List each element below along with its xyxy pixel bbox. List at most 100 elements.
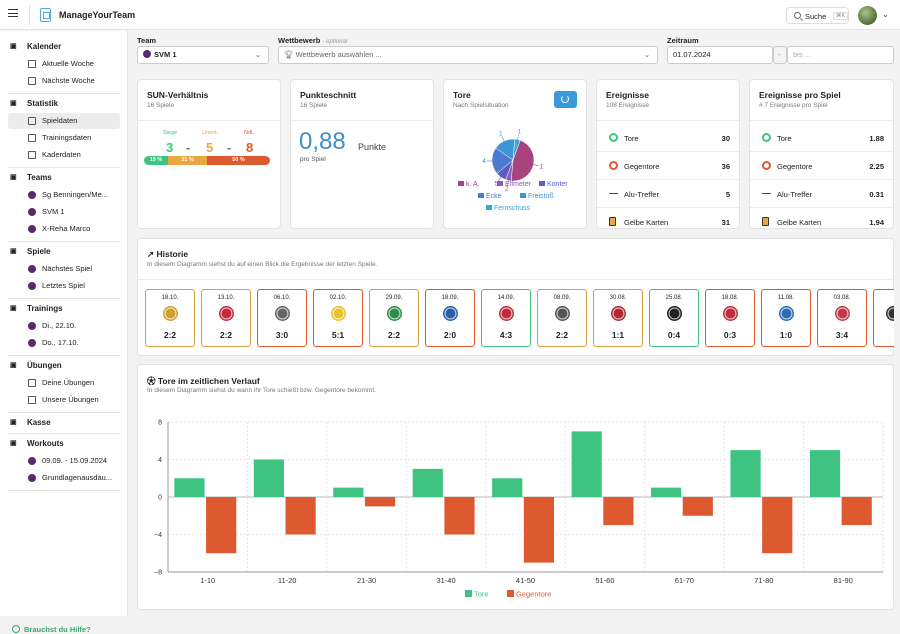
- period-from-input[interactable]: 01.07.2024: [667, 46, 773, 64]
- chevron-down-icon[interactable]: ⌄: [882, 10, 889, 19]
- sidebar-section-title: Übungen: [27, 361, 62, 370]
- sidebar-item[interactable]: Letztes Spiel: [8, 278, 120, 294]
- legend-label: Freistoß: [528, 193, 554, 200]
- sidebar-item[interactable]: Unsere Übungen: [8, 392, 120, 408]
- menu-icon[interactable]: [8, 9, 18, 17]
- sidebar-section-6: ▣Kasse: [0, 416, 128, 430]
- sidebar-item[interactable]: Sg Benningen/Me...: [8, 187, 120, 203]
- sidebar-item[interactable]: Di., 22.10.: [8, 318, 120, 334]
- events-per-title: Ereignisse pro Spiel: [759, 90, 841, 100]
- draws-label: Unent.: [202, 130, 218, 136]
- match-card[interactable]: 30.08.1:1: [593, 289, 643, 347]
- event-value: 0.31: [869, 190, 884, 199]
- help-label: Brauchst du Hilfe?: [24, 625, 91, 634]
- sidebar-section-title: Kasse: [27, 418, 51, 427]
- app-title: ManageYourTeam: [59, 10, 135, 20]
- sidebar-section-4: ▣Trainings Di., 22.10.Do., 17.10.: [0, 302, 128, 352]
- goalpost-icon: [609, 193, 618, 194]
- team-crest-icon: [28, 208, 36, 216]
- sidebar-item[interactable]: Grundlagenausdau...: [8, 470, 120, 486]
- match-date: 11.08.: [762, 295, 810, 301]
- match-card[interactable]: 25.08.0:4: [649, 289, 699, 347]
- match-card[interactable]: 29.09.2:2: [369, 289, 419, 347]
- match-card[interactable]: 18.10. 2:2: [145, 289, 195, 347]
- sidebar-section-header[interactable]: ▣Statistik: [0, 97, 128, 111]
- bar-gegentore: [206, 497, 236, 553]
- sidebar-section-header[interactable]: ▣Workouts: [0, 437, 128, 451]
- divider: [8, 490, 120, 491]
- search-label: Suche: [805, 12, 826, 21]
- sidebar-section-header[interactable]: ▣ Teams: [0, 171, 128, 185]
- whistle-icon: ▣: [10, 305, 19, 313]
- competition-optional: - optional: [322, 39, 347, 45]
- bar-tore: [333, 488, 363, 497]
- match-date: 06.10.: [258, 295, 306, 301]
- sidebar-item[interactable]: Do., 17.10.: [8, 335, 120, 351]
- bar-tore: [651, 488, 681, 497]
- yellow-card-icon: [762, 217, 769, 226]
- legend-label[interactable]: Tore: [474, 590, 489, 599]
- sidebar-item[interactable]: Spieldaten: [8, 113, 120, 129]
- bar-tore: [810, 450, 840, 497]
- search-button[interactable]: Suche ⌘K: [786, 7, 849, 24]
- shield-icon: ▣: [10, 174, 19, 182]
- sidebar-item[interactable]: Nächstes Spiel: [8, 261, 120, 277]
- sidebar-section-header[interactable]: ▣Trainings: [0, 302, 128, 316]
- pie-leader-line: [533, 165, 538, 166]
- sidebar-section-header[interactable]: ▣Kasse: [0, 416, 128, 430]
- match-card[interactable]: 02.10.5:1: [313, 289, 363, 347]
- sidebar-item[interactable]: 09.09. - 15.09.2024: [8, 453, 120, 469]
- sidebar-item[interactable]: Deine Übungen: [8, 375, 120, 391]
- legend-swatch[interactable]: [507, 590, 514, 597]
- document-icon: [28, 396, 36, 404]
- points-value: 0,88: [299, 128, 346, 156]
- sidebar-item[interactable]: X-Reha Marco: [8, 221, 120, 237]
- y-tick-label: 0: [158, 495, 162, 502]
- match-card[interactable]: 18.08.0:3: [705, 289, 755, 347]
- match-date: 18.10.: [146, 295, 194, 301]
- match-card[interactable]: 06.10.3:0: [257, 289, 307, 347]
- sidebar-item-label: Deine Übungen: [42, 378, 94, 387]
- sidebar-item[interactable]: Aktuelle Woche: [8, 56, 120, 72]
- legend-swatch[interactable]: [465, 590, 472, 597]
- sidebar-section-header[interactable]: ▣Kalender: [0, 40, 128, 54]
- competition-select[interactable]: 🏆︎ Wettbewerb auswählen ...⌄: [278, 46, 658, 64]
- bar-tore: [492, 478, 522, 497]
- divider: [8, 167, 120, 168]
- match-date: 18.09.: [426, 295, 474, 301]
- sidebar-item[interactable]: Nächste Woche: [8, 73, 120, 89]
- match-date: 13.10.: [202, 295, 250, 301]
- match-card[interactable]: 13.10.2:2: [201, 289, 251, 347]
- match-score: 2:2: [146, 330, 194, 340]
- sidebar-item[interactable]: Kaderdaten: [8, 147, 120, 163]
- period-to-input[interactable]: bis ...: [787, 46, 894, 64]
- sidebar-section-header[interactable]: ▣Spiele: [0, 245, 128, 259]
- match-card[interactable]: 18.09.2:0: [425, 289, 475, 347]
- x-tick-label: 21-30: [357, 576, 376, 585]
- team-select[interactable]: SVM 1⌄: [137, 46, 269, 64]
- sidebar-item[interactable]: Trainingsdaten: [8, 130, 120, 146]
- ball-green-icon: [609, 133, 618, 142]
- history-title-text: Historie: [156, 249, 188, 259]
- divider: [8, 412, 120, 413]
- dash: -: [186, 140, 190, 155]
- match-card[interactable]: 08.09.2:2: [537, 289, 587, 347]
- divider: [8, 241, 120, 242]
- sidebar-section-title: Statistik: [27, 99, 58, 108]
- sidebar-item[interactable]: SVM 1: [8, 204, 120, 220]
- sidebar-section-title: Teams: [27, 173, 52, 182]
- help-link[interactable]: Brauchst du Hilfe?: [12, 625, 91, 634]
- match-card[interactable]: 03.08.3:4: [817, 289, 867, 347]
- avatar[interactable]: [858, 6, 877, 25]
- sidebar-section-header[interactable]: ▣Übungen: [0, 359, 128, 373]
- match-card[interactable]: 14.09.4:3: [481, 289, 531, 347]
- match-score: 1:1: [594, 330, 642, 340]
- bar-gegentore: [842, 497, 872, 525]
- match-card[interactable]: 11.08.1:0: [761, 289, 811, 347]
- legend-label[interactable]: Gegentore: [516, 590, 551, 599]
- sidebar-section-title: Kalender: [27, 42, 61, 51]
- match-score: 2:2: [538, 330, 586, 340]
